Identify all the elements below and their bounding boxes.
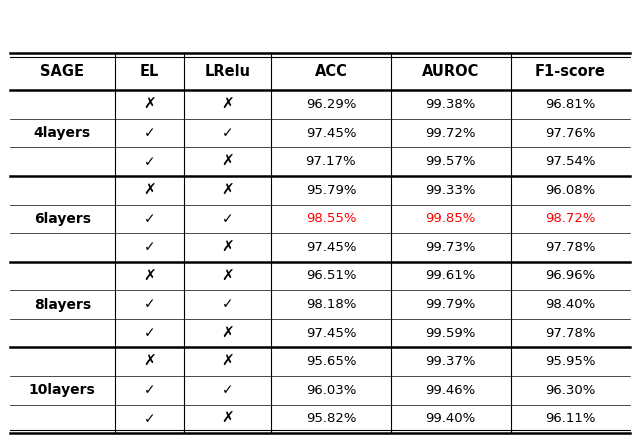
Text: ✓: ✓ [143, 412, 155, 426]
Text: ✓: ✓ [143, 326, 155, 340]
Text: 95.65%: 95.65% [306, 355, 356, 368]
Text: 6layers: 6layers [34, 212, 91, 226]
Text: 99.37%: 99.37% [426, 355, 476, 368]
Text: 99.73%: 99.73% [426, 241, 476, 254]
Text: ✓: ✓ [143, 212, 155, 226]
Text: LRelu: LRelu [204, 64, 250, 79]
Text: 97.45%: 97.45% [306, 241, 356, 254]
Text: ✓: ✓ [221, 383, 233, 397]
Text: ✓: ✓ [143, 383, 155, 397]
Text: ✗: ✗ [143, 354, 156, 369]
Text: 96.29%: 96.29% [306, 98, 356, 111]
Text: 4layers: 4layers [34, 126, 91, 140]
Text: ✓: ✓ [221, 297, 233, 312]
Text: ACC: ACC [314, 64, 348, 79]
Text: 99.38%: 99.38% [426, 98, 476, 111]
Text: 99.46%: 99.46% [426, 384, 476, 397]
Text: 99.33%: 99.33% [426, 184, 476, 197]
Text: 97.45%: 97.45% [306, 327, 356, 339]
Text: ✗: ✗ [221, 354, 234, 369]
Text: 97.76%: 97.76% [545, 126, 596, 140]
Text: ✗: ✗ [143, 183, 156, 198]
Text: SAGE: SAGE [40, 64, 84, 79]
Text: 97.54%: 97.54% [545, 155, 596, 168]
Text: 97.78%: 97.78% [545, 327, 596, 339]
Text: ✗: ✗ [221, 240, 234, 255]
Text: 97.17%: 97.17% [305, 155, 356, 168]
Text: ✗: ✗ [143, 97, 156, 112]
Text: 95.95%: 95.95% [545, 355, 596, 368]
Text: ✓: ✓ [221, 212, 233, 226]
Text: 99.57%: 99.57% [426, 155, 476, 168]
Text: 99.72%: 99.72% [426, 126, 476, 140]
Text: 99.59%: 99.59% [426, 327, 476, 339]
Text: ✗: ✗ [221, 268, 234, 283]
Text: ✗: ✗ [221, 326, 234, 341]
Text: 99.79%: 99.79% [426, 298, 476, 311]
Text: 10layers: 10layers [29, 383, 95, 397]
Text: 96.11%: 96.11% [545, 412, 596, 425]
Text: 95.82%: 95.82% [306, 412, 356, 425]
Text: 95.79%: 95.79% [306, 184, 356, 197]
Text: 97.78%: 97.78% [545, 241, 596, 254]
Text: ✓: ✓ [143, 155, 155, 169]
Text: AUROC: AUROC [422, 64, 479, 79]
Text: 96.81%: 96.81% [545, 98, 596, 111]
Text: 99.85%: 99.85% [426, 212, 476, 225]
Text: ✗: ✗ [221, 154, 234, 169]
Text: 96.30%: 96.30% [545, 384, 596, 397]
Text: EL: EL [140, 64, 159, 79]
Text: 96.08%: 96.08% [545, 184, 596, 197]
Text: ✗: ✗ [143, 268, 156, 283]
Text: ✗: ✗ [221, 97, 234, 112]
Text: 97.45%: 97.45% [306, 126, 356, 140]
Text: 98.55%: 98.55% [306, 212, 356, 225]
Text: 99.40%: 99.40% [426, 412, 476, 425]
Text: 98.72%: 98.72% [545, 212, 596, 225]
Text: ✓: ✓ [143, 126, 155, 140]
Text: 96.03%: 96.03% [306, 384, 356, 397]
Text: 99.61%: 99.61% [426, 270, 476, 282]
Text: ✓: ✓ [143, 297, 155, 312]
Text: ✗: ✗ [221, 183, 234, 198]
Text: ✓: ✓ [221, 126, 233, 140]
Text: 96.51%: 96.51% [306, 270, 356, 282]
Text: 98.18%: 98.18% [306, 298, 356, 311]
Text: 96.96%: 96.96% [545, 270, 596, 282]
Text: ✓: ✓ [143, 240, 155, 255]
Text: ✗: ✗ [221, 412, 234, 427]
Text: 98.40%: 98.40% [545, 298, 596, 311]
Text: F1-score: F1-score [535, 64, 606, 79]
Text: 8layers: 8layers [34, 297, 91, 312]
